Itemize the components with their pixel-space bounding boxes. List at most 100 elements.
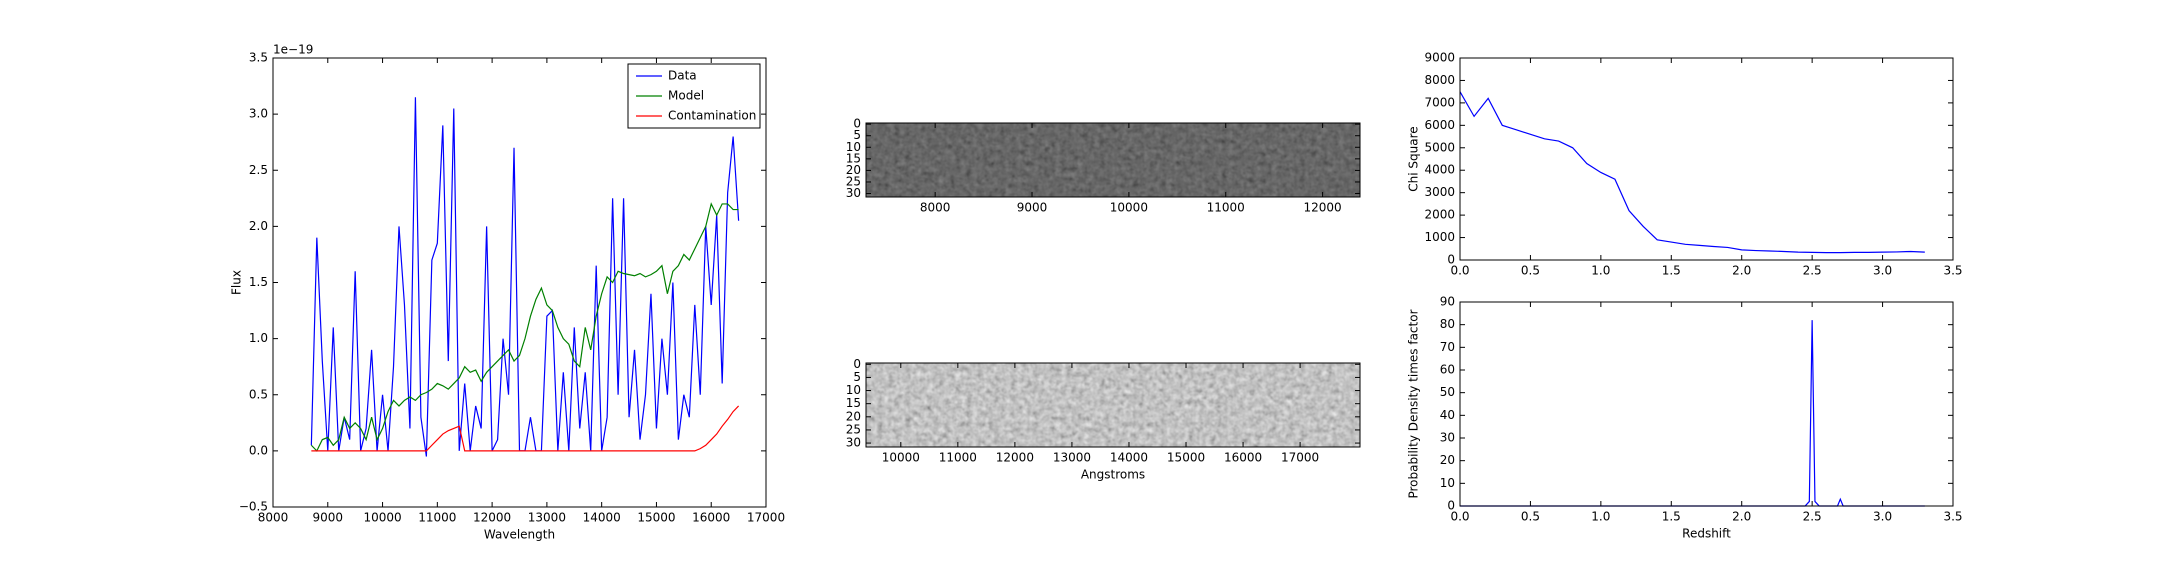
plot-frame <box>1459 57 1954 261</box>
x-tick-label: 12000 <box>473 511 511 525</box>
x-tick-label: 10000 <box>1110 201 1148 215</box>
x-tick-label: 15000 <box>637 511 675 525</box>
series-line <box>1460 320 1925 507</box>
y-tick-label: 20 <box>1440 453 1455 467</box>
x-tick-label: 3.0 <box>1873 264 1892 278</box>
x-tick-label: 11000 <box>418 511 456 525</box>
y-tick-label: 2.0 <box>249 219 268 233</box>
panel: 10000 11000 12000 13000 14000 15000 16000 17000… <box>846 357 1361 482</box>
x-axis-label: Angstroms <box>1081 468 1145 482</box>
y-axis-label: Flux <box>230 270 244 295</box>
y-tick-label: 3.0 <box>249 107 268 121</box>
x-tick-label: 0.5 <box>1521 510 1540 524</box>
y-axis-label: Chi Square <box>1407 126 1421 191</box>
y-tick-label: 70 <box>1440 340 1455 354</box>
x-tick-label: 1.0 <box>1591 510 1610 524</box>
x-tick-label: 2.0 <box>1732 264 1751 278</box>
plot-frame <box>1459 301 1954 507</box>
y-tick-label: 6000 <box>1424 118 1455 132</box>
series-line <box>310 202 739 452</box>
plot-frame <box>865 362 1361 448</box>
y-tick-label: 25 <box>846 174 861 188</box>
y-axis-label: Probability Density times factor <box>1407 309 1421 498</box>
y-tick-label: 0 <box>853 117 861 131</box>
series-line <box>310 97 740 457</box>
x-tick-label: 3.5 <box>1943 510 1962 524</box>
x-tick-label: 17000 <box>1281 451 1319 465</box>
y-tick-label: 7000 <box>1424 95 1455 109</box>
x-tick-label: 1.5 <box>1662 264 1681 278</box>
y-tick-label: 0 <box>853 357 861 371</box>
y-tick-label: 0.0 <box>249 443 268 457</box>
y-tick-label: 0 <box>1447 499 1455 513</box>
offset-text: 1e−19 <box>273 43 313 57</box>
y-tick-label: 15 <box>846 396 861 410</box>
x-tick-label: 16000 <box>692 511 730 525</box>
x-tick-label: 10000 <box>882 451 920 465</box>
y-tick-label: 80 <box>1440 317 1455 331</box>
y-tick-label: 0 <box>1447 253 1455 267</box>
x-tick-label: 11000 <box>1207 201 1245 215</box>
x-tick-label: 12000 <box>996 451 1034 465</box>
y-tick-label: 3000 <box>1424 185 1455 199</box>
y-tick-label: 0.5 <box>249 387 268 401</box>
legend-label: Model <box>668 89 704 103</box>
legend-label: Data <box>668 69 697 83</box>
panel: 8000 9000 10000 11000 12000 13000 14000 15000 16… <box>230 43 786 542</box>
x-tick-label: 13000 <box>528 511 566 525</box>
x-tick-label: 10000 <box>363 511 401 525</box>
y-tick-label: 1000 <box>1424 230 1455 244</box>
x-tick-label: 3.5 <box>1943 264 1962 278</box>
y-tick-label: 15 <box>846 151 861 165</box>
x-tick-label: 0.0 <box>1450 264 1469 278</box>
image-shade <box>866 363 1360 447</box>
x-axis-label: Redshift <box>1682 527 1731 541</box>
x-tick-label: 9000 <box>313 511 344 525</box>
x-tick-label: 9000 <box>1017 201 1048 215</box>
x-tick-label: 15000 <box>1167 451 1205 465</box>
legend-label: Contamination <box>668 109 756 123</box>
x-tick-label: 2.0 <box>1732 510 1751 524</box>
y-tick-label: 20 <box>846 163 861 177</box>
image-noise <box>866 123 1360 197</box>
y-tick-label: 10 <box>1440 476 1455 490</box>
x-tick-label: 13000 <box>1053 451 1091 465</box>
y-tick-label: 5 <box>853 370 861 384</box>
y-tick-label: −0.5 <box>239 500 268 514</box>
y-tick-label: 2000 <box>1424 208 1455 222</box>
y-tick-label: 1.5 <box>249 275 268 289</box>
x-tick-label: 2.5 <box>1803 510 1822 524</box>
legend: Data Model Contamination <box>627 63 761 129</box>
plot-frame <box>865 122 1361 198</box>
y-tick-label: 8000 <box>1424 73 1455 87</box>
x-tick-label: 11000 <box>939 451 977 465</box>
y-tick-label: 40 <box>1440 408 1455 422</box>
y-tick-label: 90 <box>1440 295 1455 309</box>
x-tick-label: 8000 <box>920 201 951 215</box>
y-tick-label: 30 <box>846 186 861 200</box>
x-tick-label: 1.0 <box>1591 264 1610 278</box>
panel: 0.0 0.5 1.0 1.5 2.0 2.5 3.0 3.5 0 10 20 30 40 50 60 70 8… <box>1407 295 1963 541</box>
y-tick-label: 25 <box>846 422 861 436</box>
y-tick-label: 5000 <box>1424 140 1455 154</box>
x-tick-label: 12000 <box>1304 201 1342 215</box>
x-tick-label: 0.5 <box>1521 264 1540 278</box>
x-tick-label: 14000 <box>1110 451 1148 465</box>
y-tick-label: 30 <box>1440 431 1455 445</box>
x-tick-label: 8000 <box>258 511 289 525</box>
y-tick-label: 60 <box>1440 363 1455 377</box>
y-tick-label: 4000 <box>1424 163 1455 177</box>
y-tick-label: 2.5 <box>249 163 268 177</box>
y-tick-label: 1.0 <box>249 331 268 345</box>
image-shade <box>866 123 1360 197</box>
x-tick-label: 1.5 <box>1662 510 1681 524</box>
x-tick-label: 0.0 <box>1450 510 1469 524</box>
panel: 0.0 0.5 1.0 1.5 2.0 2.5 3.0 3.5 0 1000 2000 3000 400… <box>1407 51 1963 278</box>
y-tick-label: 5 <box>853 128 861 142</box>
x-axis-label: Wavelength <box>484 528 555 542</box>
y-tick-label: 3.5 <box>249 51 268 65</box>
y-tick-label: 50 <box>1440 385 1455 399</box>
x-tick-label: 3.0 <box>1873 510 1892 524</box>
